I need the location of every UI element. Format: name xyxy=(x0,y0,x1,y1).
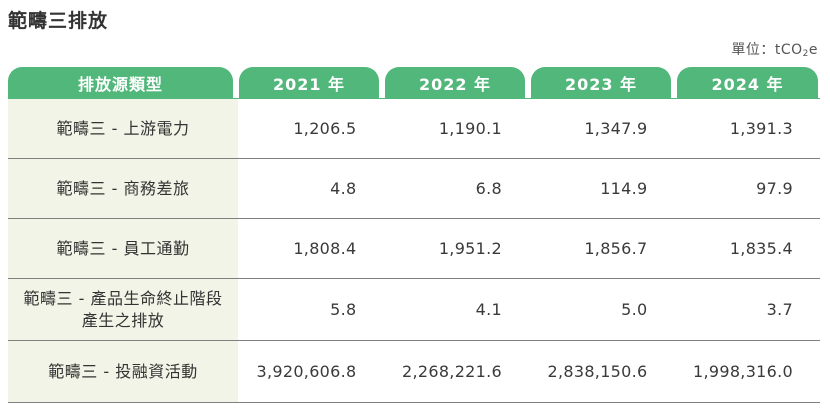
header-year-2021: 2021 年 xyxy=(239,67,379,98)
row-label: 範疇三 - 上游電力 xyxy=(8,99,238,158)
table-cell: 4.8 xyxy=(330,179,357,198)
table-cell: 3.7 xyxy=(766,300,793,319)
table-cell: 1,998,316.0 xyxy=(693,362,793,381)
table-cell: 1,808.4 xyxy=(293,239,357,258)
table-cell: 2,838,150.6 xyxy=(547,362,648,381)
unit-note: 單位：tCO2e xyxy=(731,39,818,59)
row-label: 範疇三 - 投融資活動 xyxy=(8,341,238,402)
header-source-type: 排放源類型 xyxy=(8,67,233,98)
table-cell: 4.1 xyxy=(475,300,502,319)
table-cell: 6.8 xyxy=(475,179,502,198)
table-row: 範疇三 - 員工通勤 1,808.4 1,951.2 1,856.7 1,835… xyxy=(8,219,820,279)
table-cell: 1,190.1 xyxy=(438,119,502,138)
table-row: 範疇三 - 投融資活動 3,920,606.8 2,268,221.6 2,83… xyxy=(8,341,820,403)
row-label: 範疇三 - 商務差旅 xyxy=(8,159,238,218)
header-year-2022: 2022 年 xyxy=(385,67,525,98)
table-cell: 2,268,221.6 xyxy=(402,362,502,381)
table-row: 範疇三 - 上游電力 1,206.5 1,190.1 1,347.9 1,391… xyxy=(8,99,820,159)
table-cell: 97.9 xyxy=(756,179,793,198)
row-label: 範疇三 - 員工通勤 xyxy=(8,219,238,278)
table-header-row: 排放源類型 2021 年 2022 年 2023 年 2024 年 xyxy=(8,67,820,98)
page-title: 範疇三排放 xyxy=(8,10,109,32)
table-cell: 1,951.2 xyxy=(438,239,502,258)
table-cell: 1,856.7 xyxy=(584,239,648,258)
table-row: 範疇三 - 產品生命終止階段產生之排放 5.8 4.1 5.0 3.7 xyxy=(8,279,820,341)
unit-subscript: 2 xyxy=(802,49,809,59)
table-cell: 1,206.5 xyxy=(293,119,357,138)
header-underline xyxy=(8,98,820,99)
table-cell: 5.8 xyxy=(330,300,357,319)
table-cell: 1,391.3 xyxy=(729,119,793,138)
table-cell: 1,347.9 xyxy=(584,119,648,138)
table-cell: 5.0 xyxy=(621,300,648,319)
header-year-2023: 2023 年 xyxy=(531,67,671,98)
table-cell: 3,920,606.8 xyxy=(256,362,357,381)
table-cell: 1,835.4 xyxy=(729,239,793,258)
header-year-2024: 2024 年 xyxy=(677,67,818,98)
table-cell: 114.9 xyxy=(600,179,648,198)
table-row: 範疇三 - 商務差旅 4.8 6.8 114.9 97.9 xyxy=(8,159,820,219)
emissions-table: 排放源類型 2021 年 2022 年 2023 年 2024 年 範疇三 - … xyxy=(8,67,820,403)
unit-suffix: e xyxy=(808,42,818,58)
row-label: 範疇三 - 產品生命終止階段產生之排放 xyxy=(8,279,238,340)
unit-prefix: 單位：tCO xyxy=(731,42,803,58)
